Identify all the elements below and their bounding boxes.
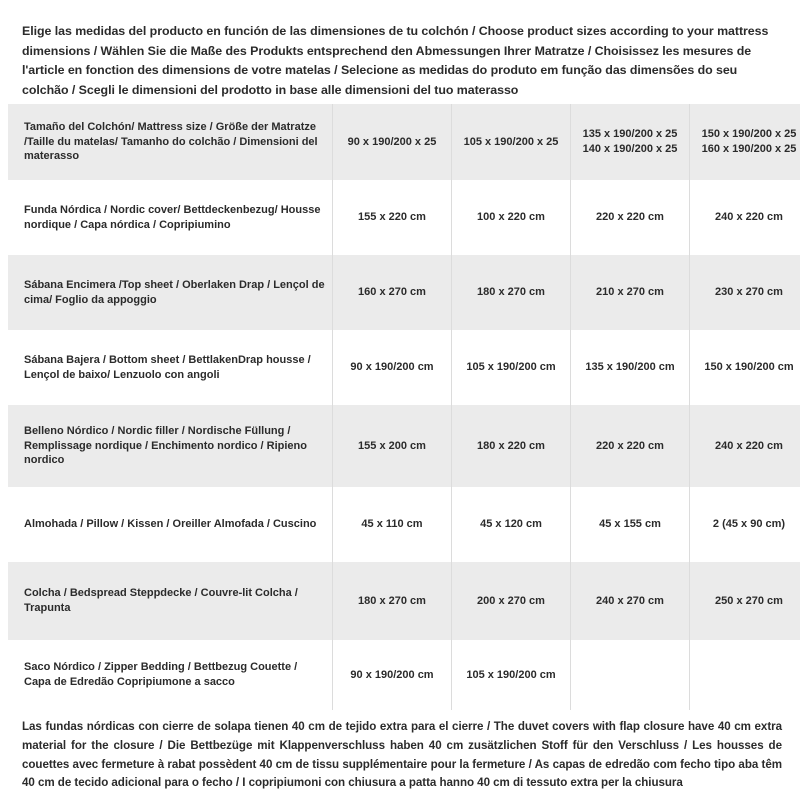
row-label-nordic-cover: Funda Nórdica / Nordic cover/ Bettdecken… [8,180,333,255]
cell-bedspread-col-3: 240 x 270 cm [570,562,690,640]
cell-nordic-cover-col-4: 240 x 220 cm [689,180,800,255]
cell-bedspread-col-1: 180 x 270 cm [332,562,452,640]
cell-top-sheet-col-1: 160 x 270 cm [332,255,452,330]
cell-zipper-bedding-col-2: 105 x 190/200 cm [451,640,571,710]
table-row: Belleno Nórdico / Nordic filler / Nordis… [8,405,800,487]
cell-bottom-sheet-col-4: 150 x 190/200 cm [689,330,800,405]
row-label-zipper-bedding: Saco Nórdico / Zipper Bedding / Bettbezu… [8,640,333,710]
row-label-bottom-sheet: Sábana Bajera / Bottom sheet / Bettlaken… [8,330,333,405]
cell-nordic-cover-col-3: 220 x 220 cm [570,180,690,255]
table-row: Colcha / Bedspread Steppdecke / Couvre-l… [8,562,800,640]
cell-nordic-filler-col-2: 180 x 220 cm [451,405,571,487]
row-label-pillow: Almohada / Pillow / Kissen / Oreiller Al… [8,487,333,562]
cell-nordic-filler-col-1: 155 x 200 cm [332,405,452,487]
table-header-row: Tamaño del Colchón/ Mattress size / Größ… [8,104,800,180]
header-size-col-3-line-2: 140 x 190/200 x 25 [582,143,678,155]
cell-bottom-sheet-col-2: 105 x 190/200 cm [451,330,571,405]
row-label-nordic-filler: Belleno Nórdico / Nordic filler / Nordis… [8,405,333,487]
header-size-col-4-line-1: 150 x 190/200 x 25 [701,128,797,141]
row-label-bedspread: Colcha / Bedspread Steppdecke / Couvre-l… [8,562,333,640]
cell-bottom-sheet-col-3: 135 x 190/200 cm [570,330,690,405]
mattress-size-table: Tamaño del Colchón/ Mattress size / Größ… [8,104,800,710]
cell-pillow-col-1: 45 x 110 cm [332,487,452,562]
table-row: Sábana Bajera / Bottom sheet / Bettlaken… [8,330,800,405]
cell-top-sheet-col-2: 180 x 270 cm [451,255,571,330]
header-size-col-4-line-2: 160 x 190/200 x 25 [701,143,797,155]
header-size-col-2: 105 x 190/200 x 25 [451,104,571,180]
header-size-col-4: 150 x 190/200 x 25 160 x 190/200 x 25 [689,104,800,180]
cell-top-sheet-col-4: 230 x 270 cm [689,255,800,330]
table-row: Almohada / Pillow / Kissen / Oreiller Al… [8,487,800,562]
cell-pillow-col-4: 2 (45 x 90 cm) [689,487,800,562]
cell-zipper-bedding-col-1: 90 x 190/200 cm [332,640,452,710]
cell-nordic-cover-col-1: 155 x 220 cm [332,180,452,255]
cell-zipper-bedding-col-3 [570,640,690,710]
cell-pillow-col-3: 45 x 155 cm [570,487,690,562]
header-label-cell: Tamaño del Colchón/ Mattress size / Größ… [8,104,333,180]
footnote-paragraph: Las fundas nórdicas con cierre de solapa… [22,720,782,790]
cell-nordic-filler-col-4: 240 x 220 cm [689,405,800,487]
cell-pillow-col-2: 45 x 120 cm [451,487,571,562]
table-row: Sábana Encimera /Top sheet / Oberlaken D… [8,255,800,330]
cell-bedspread-col-4: 250 x 270 cm [689,562,800,640]
table-row: Saco Nórdico / Zipper Bedding / Bettbezu… [8,640,800,710]
header-size-col-1: 90 x 190/200 x 25 [332,104,452,180]
header-size-col-3-line-1: 135 x 190/200 x 25 [582,128,678,141]
row-label-top-sheet: Sábana Encimera /Top sheet / Oberlaken D… [8,255,333,330]
cell-bedspread-col-2: 200 x 270 cm [451,562,571,640]
header-size-col-3: 135 x 190/200 x 25 140 x 190/200 x 25 [570,104,690,180]
cell-nordic-filler-col-3: 220 x 220 cm [570,405,690,487]
cell-bottom-sheet-col-1: 90 x 190/200 cm [332,330,452,405]
cell-zipper-bedding-col-4 [689,640,800,710]
intro-paragraph: Elige las medidas del producto en funció… [22,24,769,97]
cell-nordic-cover-col-2: 100 x 220 cm [451,180,571,255]
cell-top-sheet-col-3: 210 x 270 cm [570,255,690,330]
table-row: Funda Nórdica / Nordic cover/ Bettdecken… [8,180,800,255]
